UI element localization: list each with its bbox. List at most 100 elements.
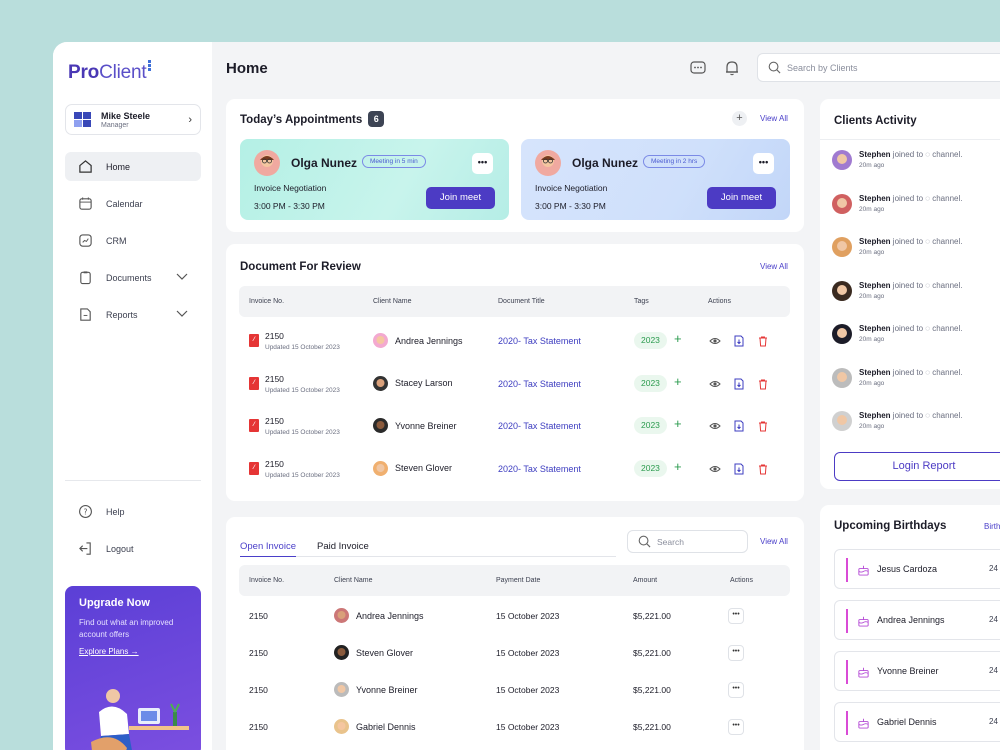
tab-open-invoice[interactable]: Open Invoice bbox=[240, 541, 296, 557]
delete-icon[interactable] bbox=[757, 463, 769, 477]
activity-user: Stephen bbox=[859, 193, 891, 203]
table-row[interactable]: ⁄ 2150 Updated 15 October 2023 Andrea Je… bbox=[239, 319, 790, 361]
user-name: Mike Steele bbox=[101, 110, 151, 121]
appointments-view-all[interactable]: View All bbox=[760, 114, 788, 123]
sidebar-item-label: Calendar bbox=[106, 198, 143, 209]
add-tag-icon[interactable]: + bbox=[674, 458, 682, 474]
view-icon[interactable] bbox=[709, 335, 721, 349]
amount: $5,221.00 bbox=[633, 648, 671, 658]
birthday-item[interactable]: Andrea Jennings 24 bbox=[834, 600, 1000, 640]
join-meet-button[interactable]: Join meet bbox=[426, 187, 495, 209]
birthday-item[interactable]: Jesus Cardoza 24 bbox=[834, 549, 1000, 589]
view-icon[interactable] bbox=[709, 463, 721, 477]
delete-icon[interactable] bbox=[757, 335, 769, 349]
birthdays-link[interactable]: Birth bbox=[984, 522, 1000, 531]
activity-item[interactable]: Stephen joined to ◌ channel. 20m ago bbox=[832, 193, 1000, 224]
table-row[interactable]: 2150 Andrea Jennings 15 October 2023 $5,… bbox=[239, 599, 790, 636]
user-switcher[interactable]: Mike Steele Manager › bbox=[65, 104, 201, 135]
appointments-title: Today’s Appointments bbox=[240, 114, 363, 126]
activity-action: joined to ◌ channel. bbox=[890, 237, 963, 246]
view-icon[interactable] bbox=[709, 420, 721, 434]
client-search-field[interactable]: Search by Clients bbox=[757, 53, 1000, 82]
explore-plans-link[interactable]: Explore Plans → bbox=[79, 647, 139, 656]
add-appointment-button[interactable]: + bbox=[732, 111, 747, 126]
table-row[interactable]: ⁄ 2150 Updated 15 October 2023 Yvonne Br… bbox=[239, 404, 790, 446]
birthday-item[interactable]: Gabriel Dennis 24 bbox=[834, 702, 1000, 742]
logo[interactable]: ProClient bbox=[68, 60, 152, 84]
column-header: Tags bbox=[634, 298, 649, 305]
activity-item[interactable]: Stephen joined to ◌ channel. 20m ago bbox=[832, 237, 1000, 267]
activity-action: joined to ◌ channel. bbox=[890, 324, 963, 333]
join-meet-button[interactable]: Join meet bbox=[707, 187, 776, 209]
bell-icon[interactable] bbox=[723, 59, 741, 77]
search-icon bbox=[768, 61, 781, 74]
client-cell: Yvonne Breiner bbox=[373, 418, 457, 433]
document-title-link[interactable]: 2020- Tax Statement bbox=[498, 336, 581, 346]
delete-icon[interactable] bbox=[757, 378, 769, 392]
more-options-button[interactable]: ••• bbox=[472, 153, 493, 174]
download-icon[interactable] bbox=[733, 420, 745, 434]
activity-item[interactable]: Stephen joined to ◌ channel. 20m ago bbox=[832, 150, 1000, 180]
more-options-button[interactable]: ••• bbox=[728, 608, 744, 624]
home-icon bbox=[78, 159, 93, 174]
more-options-button[interactable]: ••• bbox=[728, 682, 744, 698]
activity-user: Stephen bbox=[859, 367, 891, 377]
invoice-search-input[interactable]: Search bbox=[627, 530, 748, 553]
activity-item[interactable]: Stephen joined to ◌ channel. 20m ago bbox=[832, 411, 1000, 441]
login-report-button[interactable]: Login Report bbox=[834, 452, 1000, 481]
download-icon[interactable] bbox=[733, 463, 745, 477]
sidebar-item-crm[interactable]: CRM bbox=[65, 226, 201, 255]
appointment-subject: Invoice Negotiation bbox=[254, 183, 327, 193]
table-row[interactable]: ⁄ 2150 Updated 15 October 2023 Stacey La… bbox=[239, 362, 790, 404]
birthday-item[interactable]: Yvonne Breiner 24 bbox=[834, 651, 1000, 691]
table-row[interactable]: 2150 Steven Glover 15 October 2023 $5,22… bbox=[239, 636, 790, 673]
sidebar-item-logout[interactable]: Logout bbox=[65, 534, 201, 563]
sidebar-item-label: Help bbox=[106, 506, 125, 517]
sidebar-item-documents[interactable]: Documents bbox=[65, 263, 201, 292]
client-cell: Gabriel Dennis bbox=[334, 719, 416, 734]
column-header: Amount bbox=[633, 577, 658, 584]
download-icon[interactable] bbox=[733, 378, 745, 392]
more-options-button[interactable]: ••• bbox=[728, 645, 744, 661]
calendar-icon bbox=[78, 196, 93, 211]
download-icon[interactable] bbox=[733, 335, 745, 349]
chat-icon[interactable] bbox=[689, 59, 707, 77]
avatar bbox=[334, 682, 349, 697]
appointment-card[interactable]: Olga Nunez Meeting in 2 hrs ••• Invoice … bbox=[521, 139, 790, 220]
table-row[interactable]: ⁄ 2150 Updated 15 October 2023 Steven Gl… bbox=[239, 447, 790, 489]
documents-view-all[interactable]: View All bbox=[760, 262, 788, 271]
birthday-date: 24 bbox=[989, 564, 998, 573]
activity-item[interactable]: Stephen joined to ◌ channel. 20m ago bbox=[832, 324, 1000, 354]
sidebar-item-calendar[interactable]: Calendar bbox=[65, 189, 201, 218]
clients-activity-title: Clients Activity bbox=[834, 115, 917, 127]
document-title-link[interactable]: 2020- Tax Statement bbox=[498, 421, 581, 431]
avatar bbox=[832, 411, 852, 431]
activity-item[interactable]: Stephen joined to ◌ channel. 20m ago bbox=[832, 367, 1000, 398]
sidebar-item-reports[interactable]: Reports bbox=[65, 300, 201, 329]
add-tag-icon[interactable]: + bbox=[674, 373, 682, 389]
year-tag: 2023 bbox=[634, 417, 667, 434]
delete-icon[interactable] bbox=[757, 420, 769, 434]
client-name: Stacey Larson bbox=[395, 378, 453, 388]
activity-user: Stephen bbox=[859, 324, 891, 333]
tab-paid-invoice[interactable]: Paid Invoice bbox=[317, 541, 369, 552]
activity-item[interactable]: Stephen joined to ◌ channel. 20m ago bbox=[832, 280, 1000, 311]
invoices-view-all[interactable]: View All bbox=[760, 537, 788, 546]
avatar bbox=[832, 280, 852, 301]
add-tag-icon[interactable]: + bbox=[674, 331, 682, 346]
table-row[interactable]: 2150 Gabriel Dennis 15 October 2023 $5,2… bbox=[239, 710, 790, 747]
more-options-button[interactable]: ••• bbox=[728, 719, 744, 735]
chevron-right-icon: › bbox=[188, 113, 192, 126]
document-title-link[interactable]: 2020- Tax Statement bbox=[498, 463, 581, 474]
document-title-link[interactable]: 2020- Tax Statement bbox=[498, 378, 581, 389]
activity-action: joined to ◌ channel. bbox=[890, 150, 963, 159]
add-tag-icon[interactable]: + bbox=[674, 416, 682, 431]
appointment-card[interactable]: Olga Nunez Meeting in 5 min ••• Invoice … bbox=[240, 139, 509, 220]
view-icon[interactable] bbox=[709, 378, 721, 392]
sidebar-item-home[interactable]: Home bbox=[65, 152, 201, 181]
payment-date: 15 October 2023 bbox=[496, 648, 560, 658]
more-options-button[interactable]: ••• bbox=[753, 153, 774, 174]
sidebar-item-help[interactable]: ? Help bbox=[65, 497, 201, 526]
table-row[interactable]: 2150 Yvonne Breiner 15 October 2023 $5,2… bbox=[239, 673, 790, 710]
activity-text: Stephen joined to ◌ channel. bbox=[859, 411, 962, 420]
